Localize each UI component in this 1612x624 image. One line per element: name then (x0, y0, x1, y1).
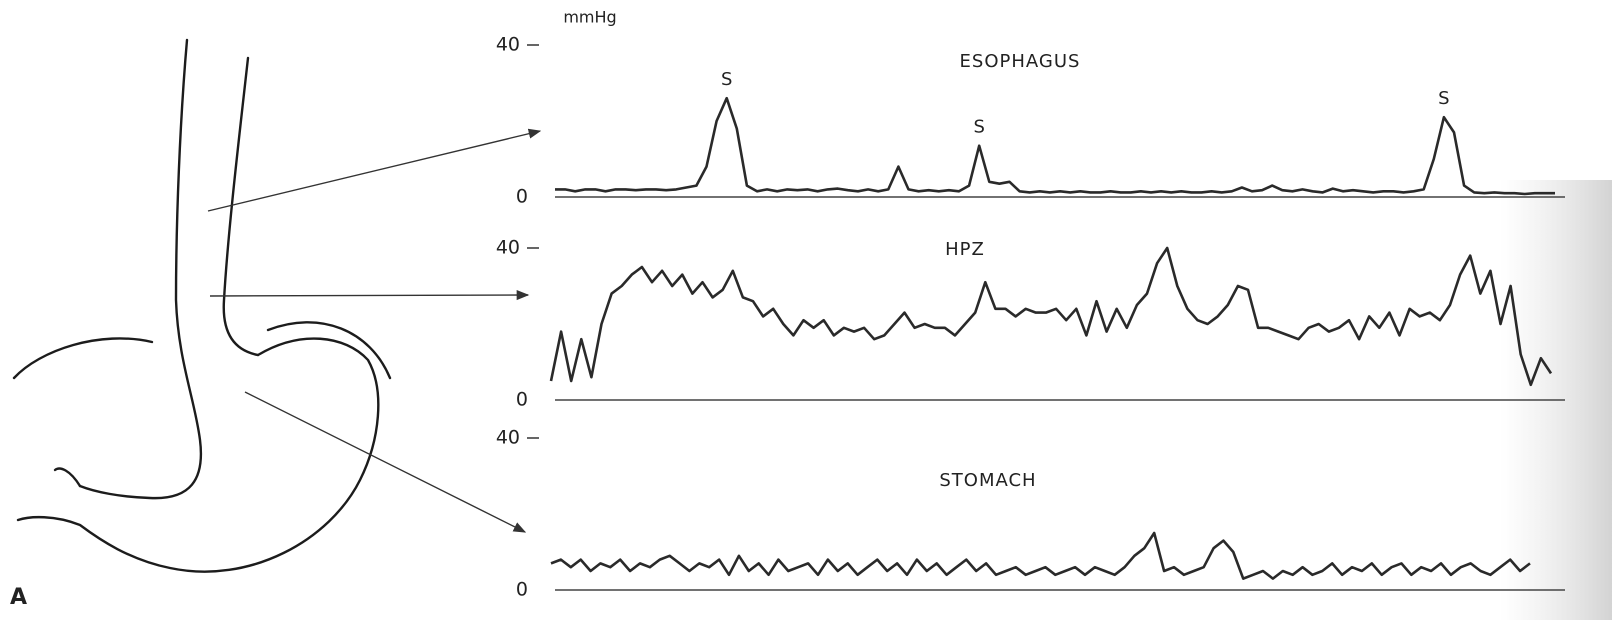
chart-title: ESOPHAGUS (960, 51, 1081, 72)
pressure-trace (549, 246, 1553, 387)
y-tick-label: 40 (496, 34, 520, 56)
swallow-annotation: S (721, 69, 732, 90)
swallow-annotation: S (974, 117, 985, 138)
swallow-annotation: S (1438, 88, 1449, 109)
y-axis-label: mmHg (563, 8, 616, 27)
chart-title: HPZ (945, 239, 985, 260)
pressure-trace (555, 96, 1555, 196)
chart-title: STOMACH (939, 470, 1036, 491)
y-tick-label: 40 (496, 237, 520, 259)
y-tick-label: 40 (496, 427, 520, 449)
y-tick-label: 0 (516, 389, 528, 411)
y-tick-label: 0 (516, 186, 528, 208)
stomach-drawing (12, 38, 542, 573)
panel-label: A (10, 585, 27, 610)
pressure-trace (550, 531, 1531, 580)
y-tick-label: 0 (516, 579, 528, 601)
